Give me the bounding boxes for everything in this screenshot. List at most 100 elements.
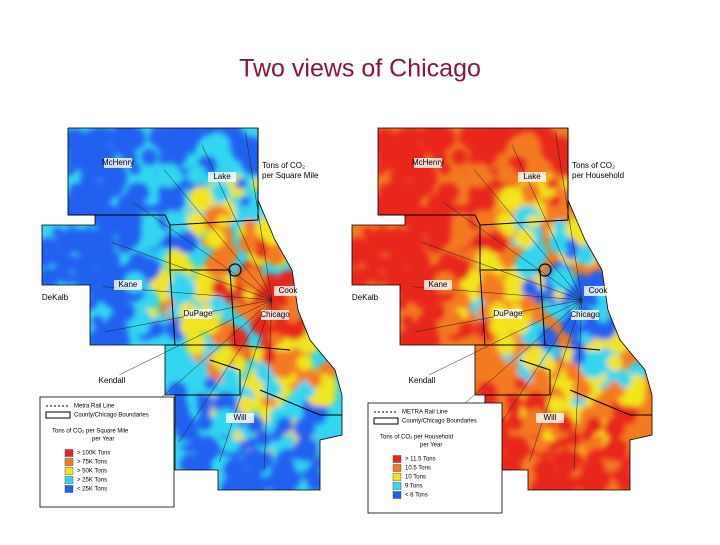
- legend-boundary: [45, 411, 71, 419]
- county-boundary: [569, 389, 652, 416]
- rail-line: [201, 144, 273, 301]
- rail-line: [421, 242, 583, 301]
- heat-blob: [364, 233, 382, 251]
- heat-blob: [204, 377, 217, 390]
- heat-blob: [211, 279, 229, 297]
- heat-blob: [239, 196, 250, 207]
- rail-line: [144, 299, 273, 413]
- label-bg: [571, 310, 599, 320]
- heat-blob: [204, 132, 230, 158]
- rail-line: [132, 202, 273, 301]
- heat-blob: [572, 379, 592, 399]
- place-label: Will: [234, 413, 247, 422]
- heat-blob: [274, 468, 287, 480]
- heat-blob: [84, 297, 98, 310]
- heat-blob: [128, 252, 149, 273]
- label-bg: [208, 172, 236, 182]
- heat-blob: [458, 133, 470, 145]
- heat-blob: [509, 404, 522, 417]
- label-bg: [536, 413, 564, 423]
- heat-blob: [485, 130, 507, 152]
- heat-blob: [622, 411, 636, 425]
- legend-swatch: [392, 464, 402, 472]
- heat-blob: [62, 272, 75, 285]
- heat-blob: [575, 245, 596, 266]
- place-label: Chicago: [260, 310, 290, 319]
- legend-line-label: Metra Rail Line: [74, 404, 115, 410]
- heat-blob: [295, 354, 313, 372]
- heat-blob: [555, 477, 573, 490]
- heat-blob: [599, 448, 612, 461]
- heat-blob: [180, 178, 191, 189]
- rail-line: [555, 132, 583, 301]
- heat-blob: [483, 355, 509, 381]
- label-bg: [98, 376, 126, 386]
- label-bg: [518, 172, 546, 182]
- legend-swatch: [392, 482, 402, 490]
- heat-blob: [188, 454, 213, 479]
- rail-line: [473, 168, 583, 301]
- rail-line: [263, 299, 273, 470]
- legend-swatch: [64, 467, 74, 475]
- heat-blob: [596, 309, 610, 323]
- heat-blob: [407, 332, 430, 354]
- map-note: per Household: [572, 171, 624, 180]
- heat-blob: [565, 239, 577, 250]
- heat-blob: [140, 228, 161, 249]
- label-bg: [494, 309, 522, 319]
- heat-blob: [372, 272, 385, 285]
- heat-blob: [289, 448, 302, 461]
- heat-blob: [579, 350, 608, 379]
- heat-blob: [179, 314, 203, 338]
- legend-class-label: > 11.5 Tons: [405, 457, 436, 463]
- region-outline: [41, 127, 343, 491]
- heat-blob: [126, 183, 146, 203]
- heat-blob: [556, 437, 569, 450]
- heat-blob: [160, 190, 185, 215]
- heat-blob: [255, 430, 272, 447]
- heat-blob: [621, 457, 633, 469]
- heat-blob: [175, 231, 198, 254]
- heat-blob: [530, 365, 549, 384]
- place-label: Cook: [589, 286, 609, 295]
- map-note: per Square Mile: [262, 171, 319, 180]
- heat-blob: [514, 377, 527, 390]
- heat-blob: [102, 128, 115, 140]
- heat-blob: [475, 248, 500, 273]
- heat-blob: [235, 178, 247, 190]
- place-label: McHenry: [412, 158, 444, 167]
- heat-blob: [584, 468, 597, 480]
- legend-swatch: [64, 485, 74, 493]
- legend-swatch: [392, 473, 402, 481]
- heat-blob: [549, 196, 560, 207]
- legend-class-label: > 25K Tons: [77, 478, 107, 484]
- heat-blob: [165, 248, 190, 273]
- heat-blob: [239, 266, 265, 292]
- heat-blob: [485, 231, 508, 254]
- heat-blob: [162, 153, 174, 165]
- heat-blob: [285, 402, 303, 420]
- heat-blob: [246, 437, 259, 450]
- heat-blob: [277, 295, 289, 308]
- heat-blob: [526, 214, 540, 228]
- label-bg: [414, 158, 442, 168]
- heat-blob: [115, 302, 136, 322]
- heat-blob: [311, 457, 323, 469]
- county-boundary: [485, 359, 551, 396]
- map-note: Tons of CO₂: [572, 161, 615, 170]
- heat-blob: [276, 452, 292, 468]
- rail-line: [163, 168, 273, 301]
- heat-blob: [205, 228, 225, 248]
- heat-blob: [262, 379, 282, 399]
- label-bg: [114, 280, 142, 290]
- legend-heading: Tons of CO₂ per Square Mile: [52, 429, 129, 435]
- heat-blob: [174, 417, 199, 442]
- label-bg: [41, 293, 69, 303]
- heat-blob: [352, 237, 369, 259]
- heat-blob: [506, 414, 523, 431]
- heat-blob: [412, 128, 425, 140]
- heat-blob: [237, 396, 256, 415]
- heat-blob: [519, 181, 541, 204]
